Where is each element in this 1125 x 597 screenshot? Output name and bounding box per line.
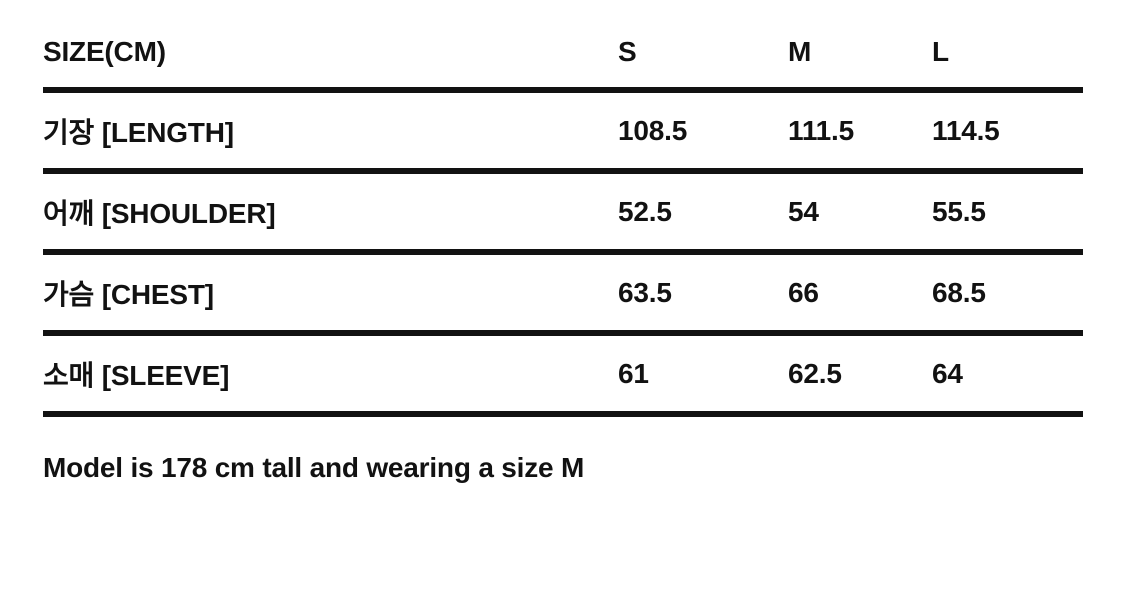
cell-length-l: 114.5 xyxy=(932,114,1000,146)
table-row-chest: 가슴 [CHEST] 63.5 66 68.5 xyxy=(43,255,1083,336)
cell-sleeve-s: 61 xyxy=(618,357,649,389)
size-chart-section: SIZE(CM) S M L 기장 [LENGTH] 108.5 111.5 1… xyxy=(43,0,1083,483)
cell-shoulder-l: 55.5 xyxy=(932,195,986,227)
size-unit-header: SIZE(CM) xyxy=(43,36,166,67)
row-label-shoulder: 어깨 [SHOULDER] xyxy=(43,197,276,229)
row-label-sleeve: 소매 [SLEEVE] xyxy=(43,359,230,391)
size-table: SIZE(CM) S M L 기장 [LENGTH] 108.5 111.5 1… xyxy=(43,0,1083,417)
size-column-header-l: L xyxy=(932,36,949,67)
size-column-header-s: S xyxy=(618,36,637,67)
cell-sleeve-l: 64 xyxy=(932,357,963,389)
cell-chest-m: 66 xyxy=(788,276,819,308)
size-column-header-m: M xyxy=(788,36,812,67)
table-row-length: 기장 [LENGTH] 108.5 111.5 114.5 xyxy=(43,93,1083,174)
cell-chest-s: 63.5 xyxy=(618,276,672,308)
cell-sleeve-m: 62.5 xyxy=(788,357,842,389)
model-size-note: Model is 178 cm tall and wearing a size … xyxy=(43,452,585,483)
cell-length-m: 111.5 xyxy=(788,114,854,146)
cell-shoulder-m: 54 xyxy=(788,195,819,227)
row-label-length: 기장 [LENGTH] xyxy=(43,116,234,148)
row-label-chest: 가슴 [CHEST] xyxy=(43,278,214,310)
cell-shoulder-s: 52.5 xyxy=(618,195,672,227)
table-row-sleeve: 소매 [SLEEVE] 61 62.5 64 xyxy=(43,336,1083,417)
size-table-header-row: SIZE(CM) S M L xyxy=(43,0,1083,93)
cell-length-s: 108.5 xyxy=(618,114,688,146)
table-row-shoulder: 어깨 [SHOULDER] 52.5 54 55.5 xyxy=(43,174,1083,255)
cell-chest-l: 68.5 xyxy=(932,276,986,308)
